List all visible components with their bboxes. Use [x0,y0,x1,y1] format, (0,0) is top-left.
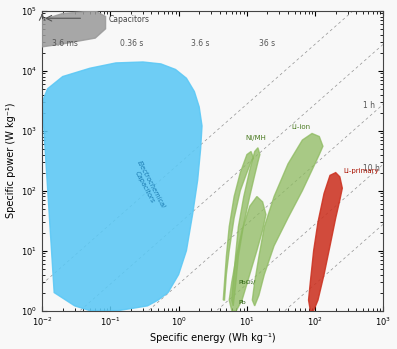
Text: PbO₂/: PbO₂/ [238,280,256,285]
Polygon shape [232,148,260,306]
Text: 1 h: 1 h [363,101,375,110]
Polygon shape [223,151,254,300]
Y-axis label: Specific power (W kg⁻¹): Specific power (W kg⁻¹) [6,103,15,218]
Polygon shape [229,196,266,311]
Text: Capacitors: Capacitors [109,15,150,24]
Polygon shape [42,62,202,311]
Polygon shape [42,11,106,47]
Text: Li-ion: Li-ion [291,125,310,131]
Text: Pb: Pb [238,300,246,305]
Text: 36 s: 36 s [259,39,275,48]
Text: 3.6 ms: 3.6 ms [52,39,78,48]
Text: 3.6 s: 3.6 s [191,39,209,48]
X-axis label: Specific energy (Wh kg⁻¹): Specific energy (Wh kg⁻¹) [150,333,276,343]
Polygon shape [308,173,342,311]
Polygon shape [252,133,323,306]
Text: Electrochemical
Capacitors: Electrochemical Capacitors [129,159,166,213]
Text: 0.36 s: 0.36 s [120,39,144,48]
Text: 10 h: 10 h [363,164,380,173]
Text: Ni/MH: Ni/MH [245,135,266,141]
Text: Li-primary: Li-primary [343,168,379,173]
